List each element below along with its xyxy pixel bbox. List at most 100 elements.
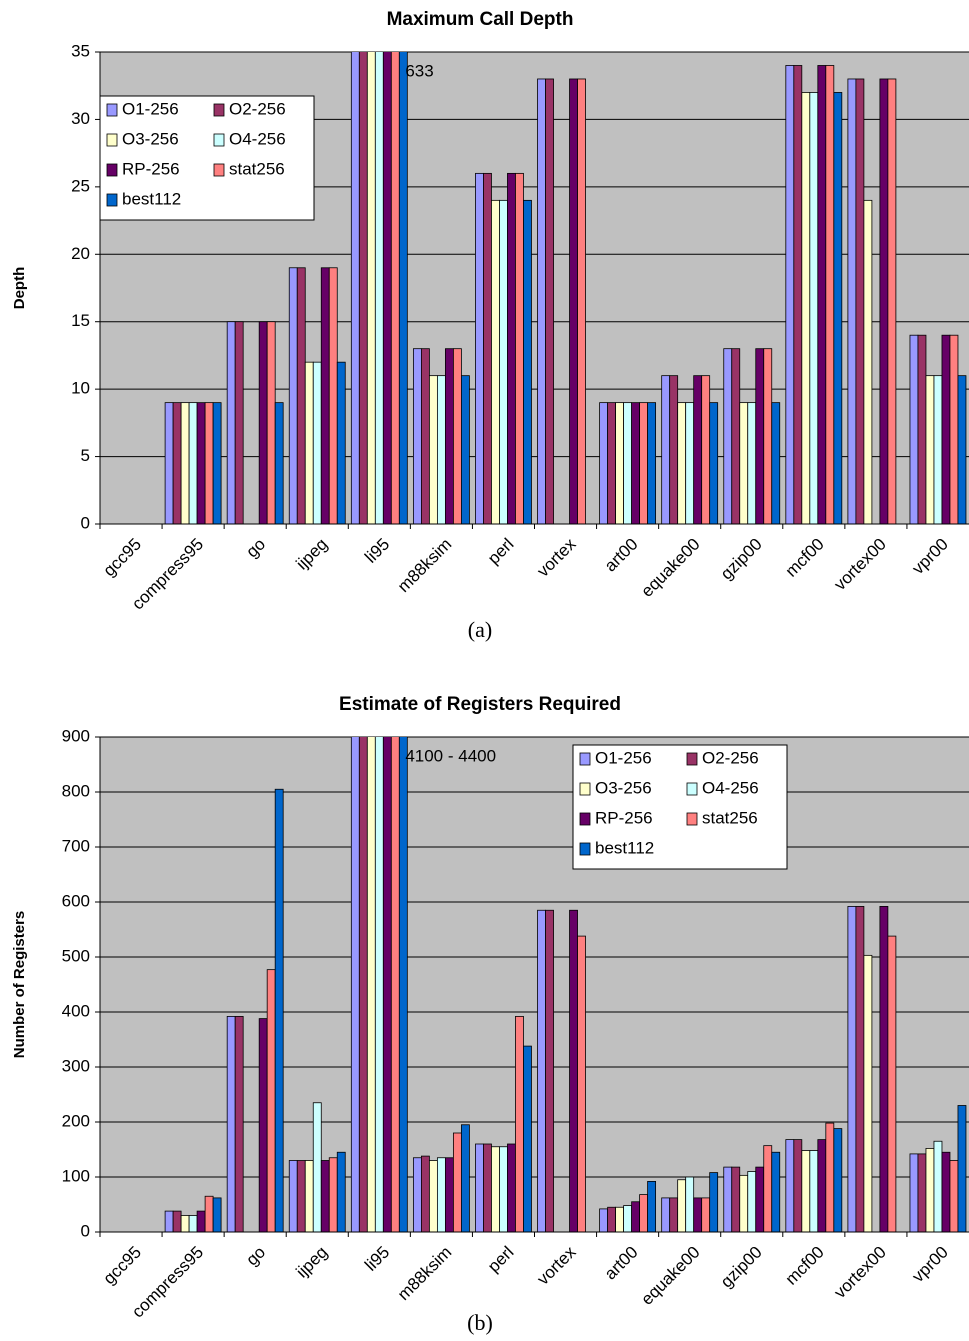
bar bbox=[428, 1160, 438, 1232]
bar bbox=[204, 1195, 214, 1232]
legend-swatch bbox=[213, 133, 225, 147]
bar bbox=[731, 1166, 741, 1232]
bar bbox=[336, 361, 346, 524]
bar bbox=[475, 1143, 484, 1232]
bar bbox=[288, 267, 298, 524]
bar bbox=[164, 1210, 174, 1232]
x-tick-label: art00 bbox=[601, 535, 642, 576]
bar bbox=[833, 1128, 843, 1232]
bar bbox=[258, 1018, 268, 1232]
bar bbox=[755, 348, 765, 524]
bar bbox=[771, 402, 781, 524]
bar bbox=[212, 1197, 222, 1232]
legend-label: RP-256 bbox=[595, 808, 653, 827]
y-axis-label: Number of Registers bbox=[11, 911, 28, 1059]
bar bbox=[855, 906, 865, 1232]
x-tick-label: gcc95 bbox=[100, 535, 146, 581]
bar bbox=[909, 1153, 919, 1232]
bar bbox=[444, 1157, 454, 1232]
bar bbox=[374, 52, 384, 524]
bar bbox=[234, 321, 244, 524]
bar bbox=[172, 1210, 182, 1232]
bar bbox=[661, 375, 671, 524]
y-tick-label: 35 bbox=[71, 41, 90, 60]
bar bbox=[420, 1155, 430, 1232]
bar bbox=[537, 909, 546, 1232]
y-tick-label: 200 bbox=[62, 1111, 90, 1130]
bar bbox=[569, 78, 578, 524]
bar bbox=[957, 1105, 967, 1232]
bar bbox=[460, 375, 470, 524]
legend-label: best112 bbox=[122, 189, 181, 208]
bar bbox=[358, 52, 368, 524]
bar bbox=[188, 1215, 198, 1232]
bar bbox=[164, 402, 174, 524]
bar bbox=[669, 375, 679, 524]
x-tick-label: perl bbox=[484, 535, 517, 568]
x-tick-label: vortex bbox=[533, 534, 580, 581]
x-tick-label: vortex bbox=[533, 1242, 580, 1289]
legend-swatch bbox=[686, 782, 698, 796]
bar bbox=[320, 267, 330, 524]
bar bbox=[523, 1045, 532, 1232]
bar bbox=[452, 1132, 462, 1232]
x-tick-label: ijpeg bbox=[292, 1243, 331, 1282]
bar bbox=[599, 1208, 609, 1232]
bar bbox=[523, 199, 532, 524]
bar bbox=[763, 1145, 773, 1232]
legend-label: O4-256 bbox=[702, 778, 759, 797]
bar bbox=[607, 402, 617, 524]
bar bbox=[863, 199, 873, 524]
bar bbox=[296, 267, 306, 524]
bar bbox=[577, 78, 586, 524]
bar bbox=[234, 1016, 244, 1232]
bar bbox=[398, 737, 408, 1232]
bar bbox=[569, 909, 578, 1232]
bar bbox=[801, 1150, 811, 1232]
bar bbox=[785, 65, 795, 524]
x-tick-label: mcf00 bbox=[782, 535, 828, 581]
bar bbox=[312, 361, 322, 524]
bar bbox=[328, 1157, 338, 1232]
x-tick-label: m88ksim bbox=[394, 535, 456, 597]
bar bbox=[825, 1122, 835, 1232]
bar bbox=[491, 199, 500, 524]
legend-swatch bbox=[579, 782, 591, 796]
bar bbox=[420, 348, 430, 524]
legend-swatch bbox=[579, 842, 591, 856]
y-tick-label: 400 bbox=[62, 1001, 90, 1020]
bar bbox=[266, 969, 276, 1232]
bar bbox=[296, 1160, 306, 1232]
y-tick-label: 700 bbox=[62, 836, 90, 855]
bar bbox=[444, 348, 454, 524]
bar bbox=[615, 402, 625, 524]
bar bbox=[460, 1124, 470, 1232]
bar bbox=[631, 402, 641, 524]
bar bbox=[599, 402, 609, 524]
x-tick-label: gcc95 bbox=[100, 1243, 146, 1289]
bar bbox=[739, 402, 749, 524]
bar bbox=[196, 402, 206, 524]
bar bbox=[847, 906, 857, 1232]
x-tick-label: go bbox=[242, 1243, 269, 1270]
legend-label: O3-256 bbox=[595, 778, 652, 797]
bar bbox=[949, 1160, 959, 1232]
bar bbox=[607, 1206, 617, 1232]
y-tick-label: 0 bbox=[81, 513, 90, 532]
bar bbox=[677, 1179, 687, 1232]
bar bbox=[374, 737, 384, 1232]
bar bbox=[941, 334, 951, 524]
x-tick-label: vpr00 bbox=[908, 1243, 952, 1287]
bar bbox=[188, 402, 198, 524]
bar bbox=[180, 1215, 190, 1232]
bar bbox=[933, 375, 943, 524]
bar bbox=[226, 1016, 236, 1232]
x-tick-label: gzip00 bbox=[717, 1243, 766, 1292]
bar bbox=[647, 1181, 657, 1232]
x-tick-label: vpr00 bbox=[908, 535, 952, 579]
bar bbox=[499, 1146, 508, 1232]
legend-swatch bbox=[686, 812, 698, 826]
bar bbox=[499, 199, 508, 524]
y-tick-label: 15 bbox=[71, 311, 90, 330]
legend-label: O1-256 bbox=[595, 748, 652, 767]
